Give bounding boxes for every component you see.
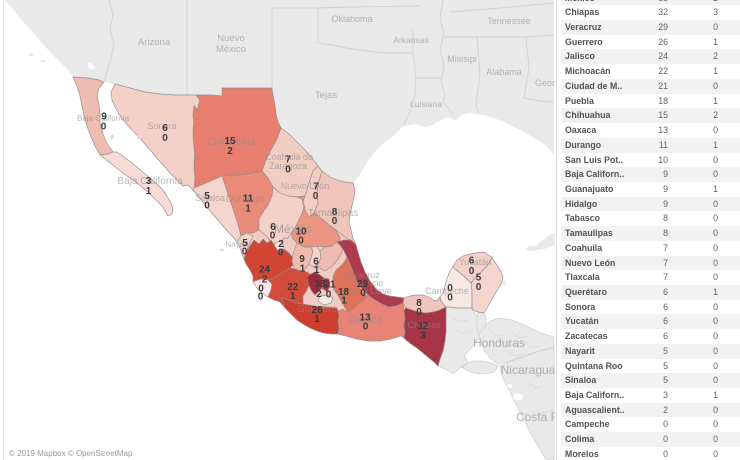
svg-text:1: 1 [300, 264, 306, 275]
svg-text:Chiapas: Chiapas [407, 320, 441, 330]
svg-text:de la Llave: de la Llave [348, 286, 392, 296]
svg-text:Baja California: Baja California [77, 114, 130, 123]
svg-text:26: 26 [311, 305, 323, 316]
svg-text:1: 1 [245, 204, 251, 215]
svg-text:2: 2 [262, 275, 268, 286]
svg-text:Arizona: Arizona [138, 37, 171, 48]
svg-text:3: 3 [420, 330, 426, 341]
svg-text:0: 0 [476, 282, 482, 293]
svg-text:Chihuahua: Chihuahua [207, 137, 256, 148]
svg-text:Sonora: Sonora [147, 121, 176, 131]
svg-text:Geor: Geor [535, 78, 555, 88]
svg-text:0: 0 [332, 216, 338, 227]
svg-text:2: 2 [278, 239, 284, 250]
svg-text:0: 0 [447, 283, 453, 294]
svg-text:0: 0 [360, 288, 366, 299]
svg-text:Nicaragua: Nicaragua [501, 363, 555, 377]
svg-text:Yucatán: Yucatán [459, 257, 492, 267]
svg-text:6: 6 [270, 222, 276, 233]
svg-text:22: 22 [287, 282, 299, 293]
svg-text:15: 15 [224, 136, 236, 147]
svg-text:9: 9 [101, 112, 107, 123]
svg-text:0: 0 [285, 165, 291, 176]
svg-text:0: 0 [270, 231, 276, 242]
svg-text:Guerrero: Guerrero [297, 304, 337, 315]
svg-text:Oklahoma: Oklahoma [331, 14, 372, 24]
svg-text:Costa Ri: Costa Ri [516, 410, 555, 424]
svg-text:Tejas: Tejas [315, 90, 337, 101]
svg-text:1: 1 [341, 296, 347, 307]
svg-text:0: 0 [258, 292, 264, 303]
svg-text:0: 0 [204, 201, 210, 212]
svg-text:Nuevo León: Nuevo León [281, 181, 330, 191]
svg-text:Tennessee: Tennessee [487, 16, 531, 26]
svg-text:Sinaloa: Sinaloa [195, 193, 225, 203]
svg-text:32: 32 [417, 321, 429, 332]
svg-text:2: 2 [227, 146, 233, 157]
svg-text:3: 3 [146, 176, 152, 187]
svg-text:5: 5 [476, 273, 482, 284]
svg-text:Honduras: Honduras [473, 336, 525, 350]
svg-text:0: 0 [469, 266, 475, 277]
svg-text:Oaxaca: Oaxaca [348, 315, 383, 326]
svg-text:1: 1 [314, 314, 320, 325]
svg-text:7: 7 [285, 155, 291, 166]
svg-text:Zaragoza: Zaragoza [269, 161, 307, 171]
svg-text:Campeche: Campeche [425, 286, 469, 296]
svg-text:0: 0 [326, 290, 332, 301]
svg-text:Ignacio: Ignacio [354, 278, 383, 288]
svg-text:0: 0 [363, 321, 369, 332]
svg-text:11: 11 [243, 194, 254, 205]
svg-text:18: 18 [338, 287, 350, 298]
svg-text:1: 1 [290, 291, 296, 302]
svg-text:Luisiana: Luisiana [410, 99, 442, 109]
svg-text:6: 6 [313, 257, 319, 268]
svg-text:29: 29 [357, 279, 369, 290]
svg-text:8: 8 [332, 207, 338, 218]
svg-text:1: 1 [314, 265, 320, 276]
svg-text:9: 9 [299, 254, 305, 265]
svg-text:21: 21 [324, 280, 336, 291]
svg-text:5: 5 [204, 191, 210, 202]
svg-text:5: 5 [242, 238, 248, 249]
svg-text:México: México [274, 222, 312, 236]
svg-text:0: 0 [313, 191, 319, 202]
svg-text:1: 1 [146, 186, 152, 197]
svg-text:6: 6 [162, 123, 168, 134]
svg-text:0: 0 [162, 133, 168, 144]
svg-text:Coahuila de: Coahuila de [265, 152, 313, 162]
svg-text:8: 8 [416, 298, 422, 309]
svg-text:0: 0 [298, 236, 304, 247]
svg-text:2: 2 [316, 289, 322, 300]
svg-text:Nayarit: Nayarit [225, 240, 251, 249]
svg-text:6: 6 [469, 256, 475, 267]
svg-text:Tamaulipas: Tamaulipas [308, 208, 359, 219]
svg-text:13: 13 [359, 312, 371, 323]
svg-text:Durango: Durango [226, 194, 265, 205]
svg-text:Veracruz: Veracruz [344, 270, 380, 280]
svg-text:Arkansas: Arkansas [393, 35, 428, 45]
svg-text:México: México [216, 44, 246, 55]
svg-text:0: 0 [278, 248, 284, 259]
svg-text:24: 24 [259, 265, 271, 276]
svg-text:0: 0 [416, 307, 422, 318]
svg-text:Nuevo: Nuevo [217, 33, 244, 44]
svg-text:Misisipi: Misisipi [447, 54, 477, 64]
svg-text:Baja California: Baja California [117, 176, 182, 187]
svg-text:10: 10 [295, 227, 307, 238]
svg-text:7: 7 [313, 182, 319, 193]
svg-text:Alabama: Alabama [486, 67, 522, 77]
svg-text:0: 0 [101, 122, 107, 133]
svg-text:0: 0 [258, 284, 264, 295]
svg-text:0: 0 [242, 247, 248, 258]
svg-text:0: 0 [447, 293, 453, 304]
svg-text:38: 38 [314, 279, 326, 290]
